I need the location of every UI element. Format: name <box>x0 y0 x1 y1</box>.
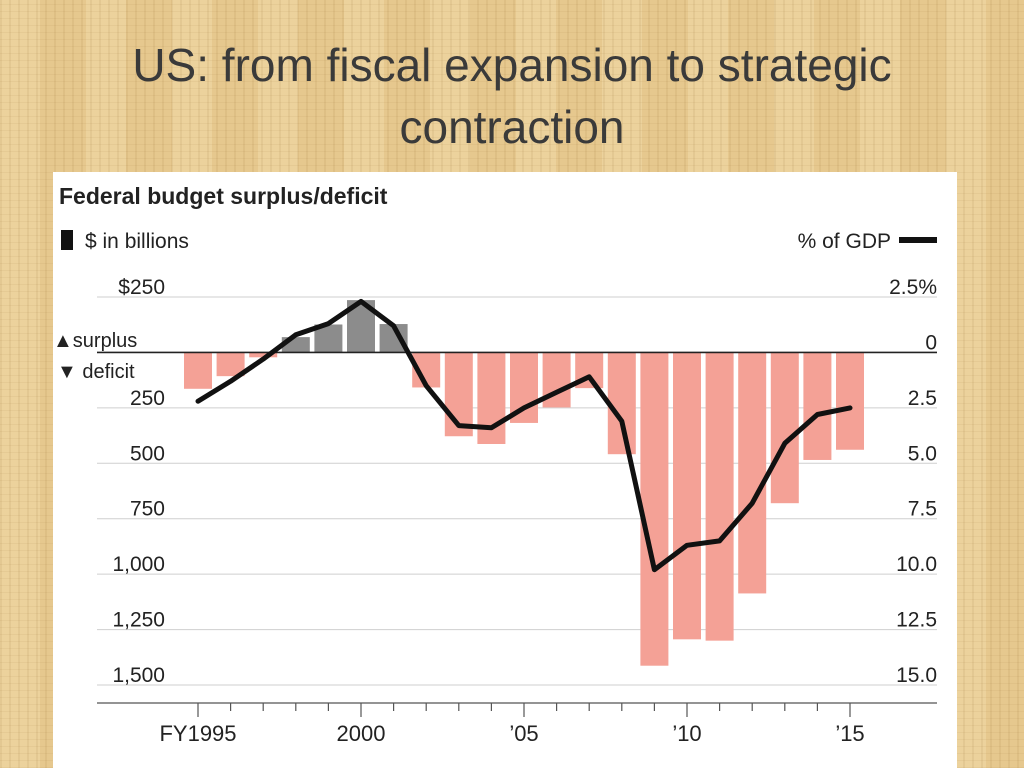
left-tick-label: 1,250 <box>112 609 165 632</box>
chart-panel: Federal budget surplus/deficit $ in bill… <box>53 172 957 768</box>
bar-2008 <box>607 352 636 455</box>
gridlines <box>97 296 937 686</box>
bar-1997 <box>249 352 278 358</box>
line-legend-swatch <box>899 237 937 243</box>
x-tick-label: ’05 <box>509 721 538 746</box>
left-tick-label: 500 <box>130 442 165 465</box>
right-tick-label: 15.0 <box>896 664 937 687</box>
budget-chart: Federal budget surplus/deficit $ in bill… <box>53 183 937 746</box>
right-tick-label: 2.5% <box>889 276 937 299</box>
left-tick-label: 1,500 <box>112 664 165 687</box>
left-tick-label: 1,000 <box>112 553 165 576</box>
left-tick-label: 750 <box>130 498 165 521</box>
bar-legend-swatch <box>61 230 73 250</box>
slide-title: US: from fiscal expansion to strategic c… <box>132 39 892 153</box>
surplus-label: ▲surplus <box>53 330 137 352</box>
bar-2012 <box>738 352 767 594</box>
x-tick-label: ’15 <box>835 721 864 746</box>
x-tick-label: 2000 <box>337 721 386 746</box>
x-tick-label: FY1995 <box>159 721 236 746</box>
x-axis: FY1995 2000 ’05 ’10 ’15 <box>97 702 937 746</box>
bar-2010 <box>673 352 701 640</box>
chart-title: Federal budget surplus/deficit <box>59 183 388 209</box>
left-legend-label: $ in billions <box>85 230 189 253</box>
bar-2015 <box>836 352 864 450</box>
right-tick-label: 7.5 <box>908 498 937 521</box>
left-axis-ticks: $250 250 500 750 1,000 1,250 1,500 <box>112 276 165 687</box>
left-tick-label: 250 <box>130 387 165 410</box>
right-tick-label: 0 <box>925 331 937 354</box>
right-tick-label: 5.0 <box>908 442 937 465</box>
bar-2011 <box>705 352 734 641</box>
right-axis-ticks: 2.5% 0 2.5 5.0 7.5 10.0 12.5 15.0 <box>889 276 937 687</box>
bar-2009 <box>640 352 669 666</box>
right-tick-label: 12.5 <box>896 609 937 632</box>
bar-2014 <box>803 352 832 460</box>
deficit-label: ▼ deficit <box>57 361 135 383</box>
right-tick-label: 2.5 <box>908 387 937 410</box>
bar-1996 <box>216 352 245 377</box>
gdp-percent-line <box>195 298 853 573</box>
bar-1995 <box>184 352 212 389</box>
bar-2013 <box>770 352 799 504</box>
right-tick-label: 10.0 <box>896 553 937 576</box>
left-tick-label: $250 <box>118 276 165 299</box>
right-legend-label: % of GDP <box>798 230 891 253</box>
x-tick-label: ’10 <box>672 721 701 746</box>
